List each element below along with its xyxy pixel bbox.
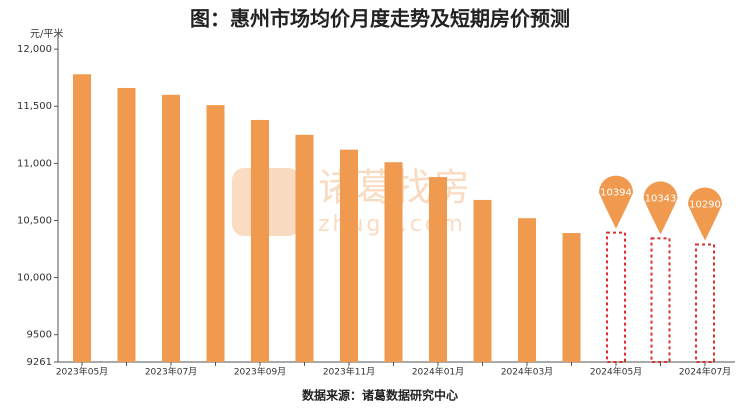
value-label: 10290 — [689, 199, 721, 210]
forecast-bar — [650, 237, 671, 363]
y-tick-label: 10,500 — [17, 215, 52, 226]
bar — [251, 119, 269, 362]
label-pin — [599, 175, 633, 229]
bar — [384, 162, 403, 362]
bar — [340, 149, 358, 362]
bar — [117, 87, 136, 363]
chart-title: 图：惠州市场均价月度走势及短期房价预测 — [190, 7, 570, 31]
bar — [429, 177, 447, 362]
y-tick-label: 9261 — [27, 357, 52, 368]
bar — [518, 218, 536, 362]
forecast-bar — [606, 231, 626, 363]
y-tick-label: 9500 — [27, 330, 52, 341]
bar — [562, 233, 581, 362]
bar — [206, 105, 225, 362]
y-unit: 元/平米 — [30, 27, 63, 40]
y-tick-label: 11,000 — [17, 158, 52, 169]
forecast-bar — [695, 243, 715, 363]
x-tick-label: 2024年05月 — [590, 366, 642, 378]
source: 数据来源：诸葛数据研究中心 — [302, 388, 458, 403]
label-pin — [643, 181, 678, 235]
x-tick-label: 2023年09月 — [234, 366, 286, 378]
value-label: 10394 — [600, 188, 632, 199]
x-tick-label: 2023年07月 — [145, 366, 197, 378]
bar — [73, 74, 91, 362]
x-tick-label: 2023年05月 — [56, 366, 108, 378]
x-tick-label: 2024年03月 — [501, 366, 553, 378]
bar — [295, 134, 314, 362]
y-tick-label: 11,500 — [17, 101, 52, 112]
value-label: 10343 — [645, 193, 677, 204]
y-tick-label: 12,000 — [17, 44, 52, 55]
x-tick-label: 2024年01月 — [412, 366, 464, 378]
label-pin — [688, 187, 722, 241]
bar — [162, 94, 180, 362]
y-tick-label: 10,000 — [17, 273, 52, 284]
bar — [473, 199, 492, 362]
x-tick-label: 2024年07月 — [679, 366, 731, 378]
x-tick-label: 2023年11月 — [323, 366, 375, 378]
